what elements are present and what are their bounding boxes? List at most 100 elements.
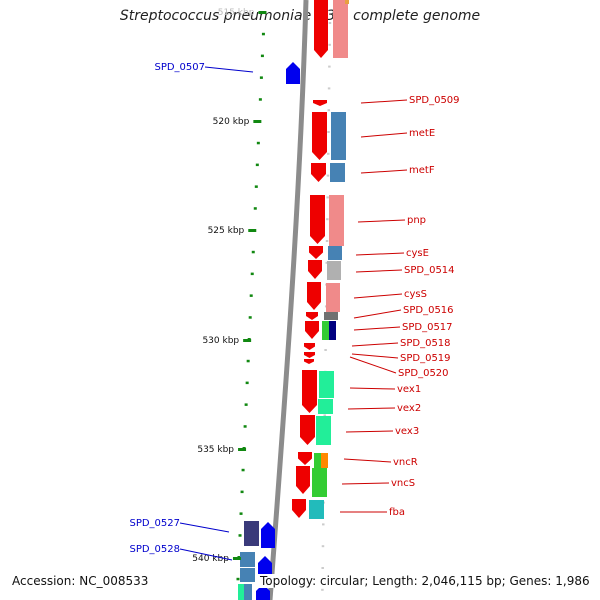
forward-gene-arrow[interactable]: [286, 62, 300, 84]
reverse-gene-arrow[interactable]: [312, 112, 327, 160]
cog-category-bar: [331, 112, 346, 160]
gene-label-cyss[interactable]: cysS: [404, 289, 427, 300]
minor-tick: [249, 294, 253, 297]
reverse-gene-arrow[interactable]: [296, 466, 310, 494]
gene-label-spd-0520[interactable]: SPD_0520: [398, 368, 449, 379]
minor-tick-inner: [321, 588, 324, 591]
leader-line: [357, 219, 406, 223]
gene-label-mete[interactable]: metE: [409, 128, 435, 139]
reverse-gene-arrow[interactable]: [304, 352, 315, 358]
gene-label-spd-0527[interactable]: SPD_0527: [129, 518, 180, 529]
gene-label-spd-0519[interactable]: SPD_0519: [400, 353, 451, 364]
gene-label-metf[interactable]: metF: [409, 165, 435, 176]
major-tick: [253, 120, 262, 123]
gene-label-vex2[interactable]: vex2: [397, 403, 421, 414]
minor-tick-inner: [328, 22, 332, 24]
leader-line: [349, 356, 397, 374]
minor-tick: [259, 76, 263, 79]
gene-label-spd-0509[interactable]: SPD_0509: [409, 95, 460, 106]
minor-tick-inner: [328, 43, 331, 46]
gene-label-spd-0507[interactable]: SPD_0507: [154, 62, 205, 73]
gene-label-fba[interactable]: fba: [389, 507, 405, 518]
gene-label-vex3[interactable]: vex3: [395, 426, 419, 437]
gene-label-pnp[interactable]: pnp: [407, 215, 426, 226]
cog-category-bar: [309, 500, 324, 519]
major-tick: [232, 557, 241, 560]
reverse-gene-arrow[interactable]: [307, 282, 321, 310]
genome-backbone: [267, 0, 309, 600]
minor-tick: [244, 403, 248, 406]
minor-tick: [254, 185, 258, 188]
scale-labels: 515 kbp 520 kbp 525 kbp 530 kbp 535 kbp 540 k…: [192, 8, 267, 564]
leader-line: [353, 293, 403, 299]
gene-label-spd-0514[interactable]: SPD_0514: [404, 265, 455, 276]
gene-label-spd-0518[interactable]: SPD_0518: [400, 338, 451, 349]
leader-line: [360, 99, 408, 104]
gene-label-vncr[interactable]: vncR: [393, 457, 418, 468]
forward-gene-arrow[interactable]: [256, 584, 270, 600]
cog-category-bar: [318, 399, 333, 414]
reverse-gene-arrow[interactable]: [310, 195, 325, 244]
gene-label-vncs[interactable]: vncS: [391, 478, 415, 489]
reverse-gene-arrow[interactable]: [311, 163, 326, 182]
reverse-gene-arrow[interactable]: [313, 100, 327, 106]
reverse-gene-arrow[interactable]: [292, 499, 306, 518]
minor-tick: [246, 359, 250, 363]
reverse-gene-arrow[interactable]: [309, 246, 323, 259]
leader-line: [343, 458, 392, 463]
cog-category-bar: [244, 584, 252, 600]
cog-category-bar: [322, 321, 330, 340]
accession-text: Accession: NC_008533: [10, 574, 151, 588]
leader-line: [179, 548, 233, 561]
minor-tick: [238, 534, 242, 537]
forward-gene-arrow[interactable]: [261, 522, 275, 548]
minor-tick: [245, 381, 249, 385]
leader-line: [355, 252, 405, 256]
reverse-gene-arrow[interactable]: [298, 452, 312, 465]
cog-category-bar: [324, 312, 338, 320]
gene-label-spd-0516[interactable]: SPD_0516: [403, 305, 454, 316]
reverse-gene-arrow[interactable]: [304, 343, 315, 350]
cog-category-bar: [240, 552, 255, 567]
cog-category-bar: [329, 321, 336, 340]
scale-label: 530 kbp: [202, 336, 239, 346]
minor-tick-inner: [323, 414, 326, 417]
gene-label-spd-0528[interactable]: SPD_0528: [129, 544, 180, 555]
gene-features[interactable]: [256, 0, 328, 600]
gene-label-cyse[interactable]: cysE: [406, 248, 429, 259]
minor-tick-inner: [325, 240, 329, 242]
minor-tick-inner: [326, 196, 329, 199]
reverse-gene-arrow[interactable]: [314, 0, 328, 58]
minor-tick: [240, 490, 244, 494]
minor-tick: [248, 316, 252, 319]
reverse-gene-arrow[interactable]: [305, 321, 319, 339]
leader-line: [360, 169, 408, 174]
gene-label-spd-0517[interactable]: SPD_0517: [402, 322, 453, 333]
reverse-gene-arrow[interactable]: [300, 415, 315, 445]
gene-labels[interactable]: SPD_0507 SPD_0509 metE metF pnp cysE SPD_0514c…: [129, 62, 459, 555]
scale-label: 525 kbp: [208, 226, 245, 236]
minor-tick: [261, 32, 265, 36]
minor-tick: [253, 207, 257, 210]
leader-line: [349, 387, 396, 390]
scale-label: 540 kbp: [192, 554, 229, 564]
cog-category-bar: [333, 0, 348, 58]
cog-category-bar: [345, 0, 349, 4]
reverse-gene-arrow[interactable]: [308, 260, 322, 279]
scale-label: 535 kbp: [197, 445, 234, 455]
reverse-gene-arrow[interactable]: [302, 370, 317, 413]
minor-tick-inner: [326, 218, 329, 221]
minor-tick: [256, 141, 260, 145]
cog-category-bar: [327, 261, 341, 280]
reverse-gene-arrow[interactable]: [304, 359, 314, 364]
minor-tick: [241, 468, 245, 472]
major-tick: [243, 339, 252, 342]
minor-tick-inner: [322, 523, 325, 526]
reverse-gene-arrow[interactable]: [306, 312, 318, 320]
cog-category-bar: [316, 416, 331, 445]
minor-tick-inner: [327, 109, 331, 112]
gene-label-vex1[interactable]: vex1: [397, 384, 421, 395]
cog-category-bar: [240, 568, 255, 582]
leader-line: [355, 269, 403, 273]
